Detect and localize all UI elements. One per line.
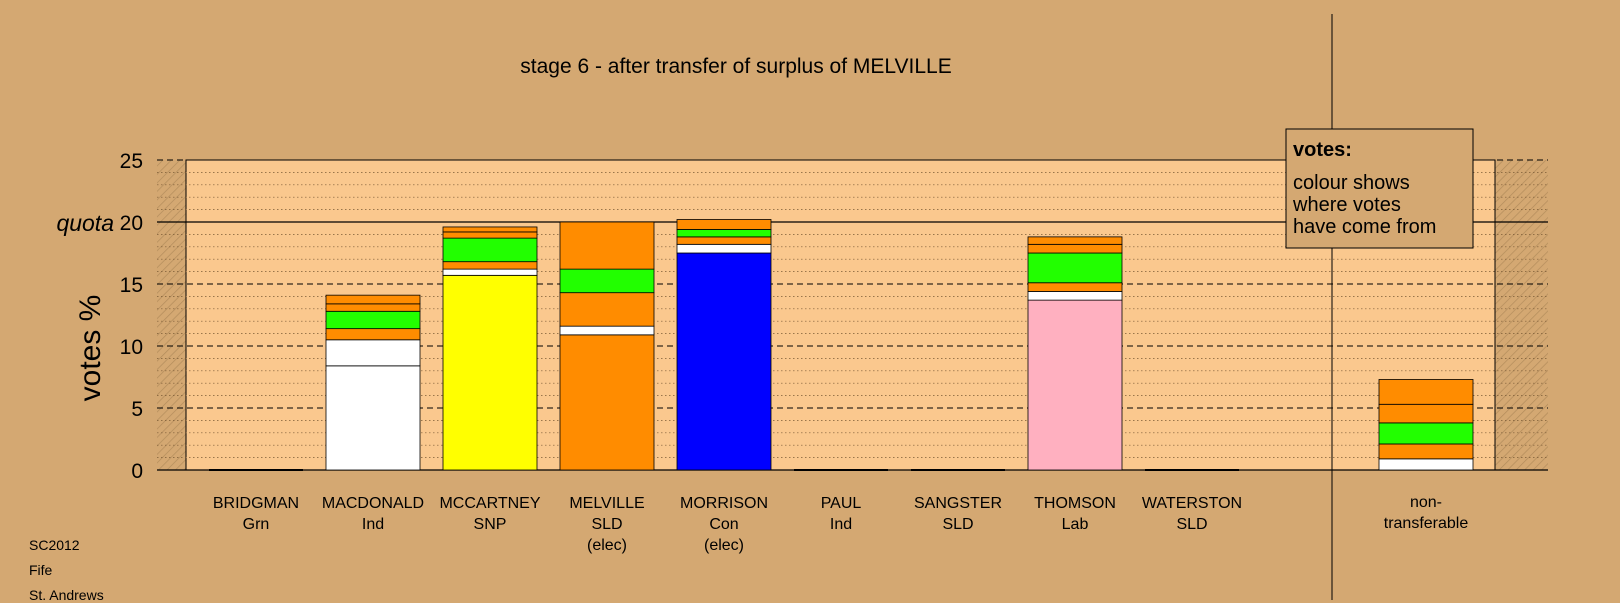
x-tick-label: MELVILLE [569, 495, 644, 512]
bar-segment [1027, 252, 1123, 284]
legend-title: votes: [1293, 139, 1352, 161]
nontransferable-segment [1378, 403, 1474, 424]
x-tick-label: MCCARTNEY [439, 495, 540, 512]
bar-segment [676, 252, 772, 471]
x-tick-label: PAUL [821, 495, 862, 512]
bar-segment [559, 221, 655, 270]
y-tick-label: 5 [131, 398, 143, 421]
y-tick-label: 20 [120, 212, 143, 235]
y-tick-label: 15 [120, 274, 143, 297]
x-tick-label: (elec) [704, 537, 744, 554]
bar-segment [559, 325, 655, 336]
bar-segment [442, 226, 538, 233]
nontransferable-label: transferable [1384, 515, 1469, 532]
nontransferable-segment [1378, 379, 1474, 405]
footer-line-3: St. Andrews [29, 587, 104, 603]
x-tick-label: THOMSON [1034, 495, 1116, 512]
y-tick-label: 10 [120, 336, 143, 359]
bar-segment [676, 236, 772, 245]
x-tick-label: SLD [942, 516, 973, 533]
bar-segment [325, 365, 421, 471]
bar-segment [325, 310, 421, 330]
left-margin-hatch [157, 160, 186, 470]
bar-segment [442, 261, 538, 270]
bar-segment [325, 339, 421, 367]
bar-segment [442, 231, 538, 239]
x-tick-label: Con [709, 516, 738, 533]
x-tick-label: SLD [591, 516, 622, 533]
x-tick-label: Lab [1062, 516, 1089, 533]
bar-segment [325, 294, 421, 305]
bar-segment [676, 243, 772, 254]
bar-segment [559, 292, 655, 327]
x-tick-label: SLD [1176, 516, 1207, 533]
bar-segment [559, 268, 655, 294]
footer-line-1: SC2012 [29, 537, 80, 553]
x-tick-label: MACDONALD [322, 495, 424, 512]
nontransferable-segment [1378, 422, 1474, 445]
y-axis-label: votes % [74, 295, 107, 402]
bar-segment [1027, 236, 1123, 245]
bar-segment [676, 229, 772, 238]
nontransferable-segment [1378, 458, 1474, 471]
x-tick-label: Grn [243, 516, 270, 533]
bar-segment [442, 268, 538, 276]
bar-segment [1027, 243, 1123, 254]
footer-line-2: Fife [29, 562, 53, 578]
legend-line-1: colour shows [1293, 172, 1410, 194]
bar-segment [559, 334, 655, 471]
y-tick-label: 0 [131, 460, 143, 483]
legend-box [1285, 128, 1474, 249]
quota-label: quota [56, 210, 114, 236]
y-tick-label: 25 [120, 150, 143, 173]
legend-line-2: where votes [1292, 194, 1401, 216]
x-tick-label: Ind [362, 516, 384, 533]
bar-segment [1027, 299, 1123, 471]
x-tick-label: SANGSTER [914, 495, 1002, 512]
bar-segment [325, 328, 421, 341]
nontransferable-segment [1378, 443, 1474, 460]
bar-segment [442, 274, 538, 471]
right-margin-hatch [1495, 160, 1548, 470]
bar-segment [442, 237, 538, 263]
bar-segment [325, 303, 421, 312]
x-tick-label: BRIDGMAN [213, 495, 299, 512]
legend-line-3: have come from [1293, 216, 1436, 238]
x-tick-label: MORRISON [680, 495, 768, 512]
bar-segment [1027, 282, 1123, 292]
chart-title: stage 6 - after transfer of surplus of M… [520, 55, 951, 78]
nontransferable-label: non- [1410, 494, 1442, 511]
x-tick-label: Ind [830, 516, 852, 533]
x-tick-label: (elec) [587, 537, 627, 554]
x-tick-label: SNP [474, 516, 507, 533]
bar-segment [676, 219, 772, 230]
x-tick-label: WATERSTON [1142, 495, 1242, 512]
legend: votes: colour shows where votes have com… [1285, 128, 1474, 249]
bar-segment [1027, 291, 1123, 301]
